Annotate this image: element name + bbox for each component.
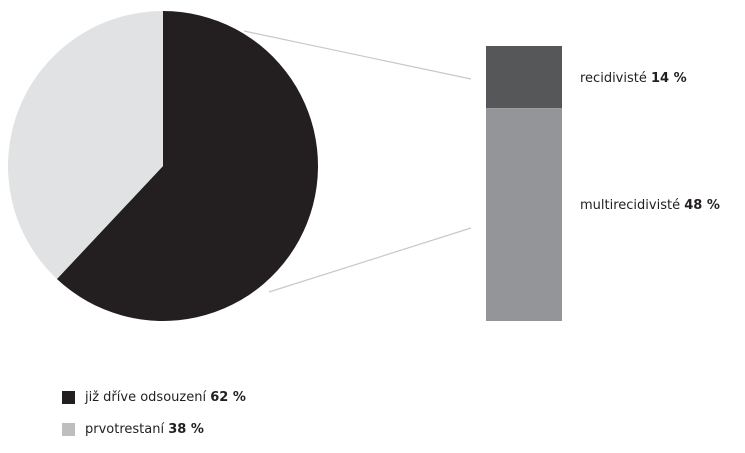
label-recidiviste: recidivisté 14 %	[580, 72, 687, 85]
label-multirecidiviste-text: multirecidivisté	[580, 198, 681, 213]
label-recidiviste-value: 14 %	[651, 71, 687, 86]
pie-slice-prvotrestani	[8, 11, 163, 279]
bar-segment-multirecidiviste	[486, 108, 562, 321]
legend-value-prvotrestani: 38 %	[168, 422, 204, 437]
legend: již dříve odsouzení 62 % prvotrestaní 38…	[62, 389, 246, 453]
legend-item-drive-odsouzeni: již dříve odsouzení 62 %	[62, 389, 246, 406]
label-recidiviste-text: recidivisté	[580, 71, 647, 86]
legend-swatch-prvotrestani	[62, 423, 75, 436]
chart-area	[8, 11, 562, 322]
legend-swatch-drive-odsouzeni	[62, 391, 75, 404]
label-multirecidiviste: multirecidivisté 48 %	[580, 199, 720, 212]
legend-label-drive-odsouzeni: již dříve odsouzení	[85, 390, 207, 405]
connector-line-bottom	[268, 227, 472, 293]
legend-value-drive-odsouzeni: 62 %	[210, 390, 246, 405]
legend-item-prvotrestani: prvotrestaní 38 %	[62, 421, 246, 438]
bar-segment-recidiviste	[486, 46, 562, 109]
label-multirecidiviste-value: 48 %	[684, 198, 720, 213]
pie-slice-drive-odsouzeni	[56, 11, 319, 322]
legend-label-prvotrestani: prvotrestaní	[85, 422, 165, 437]
connector-line-top	[243, 30, 472, 80]
